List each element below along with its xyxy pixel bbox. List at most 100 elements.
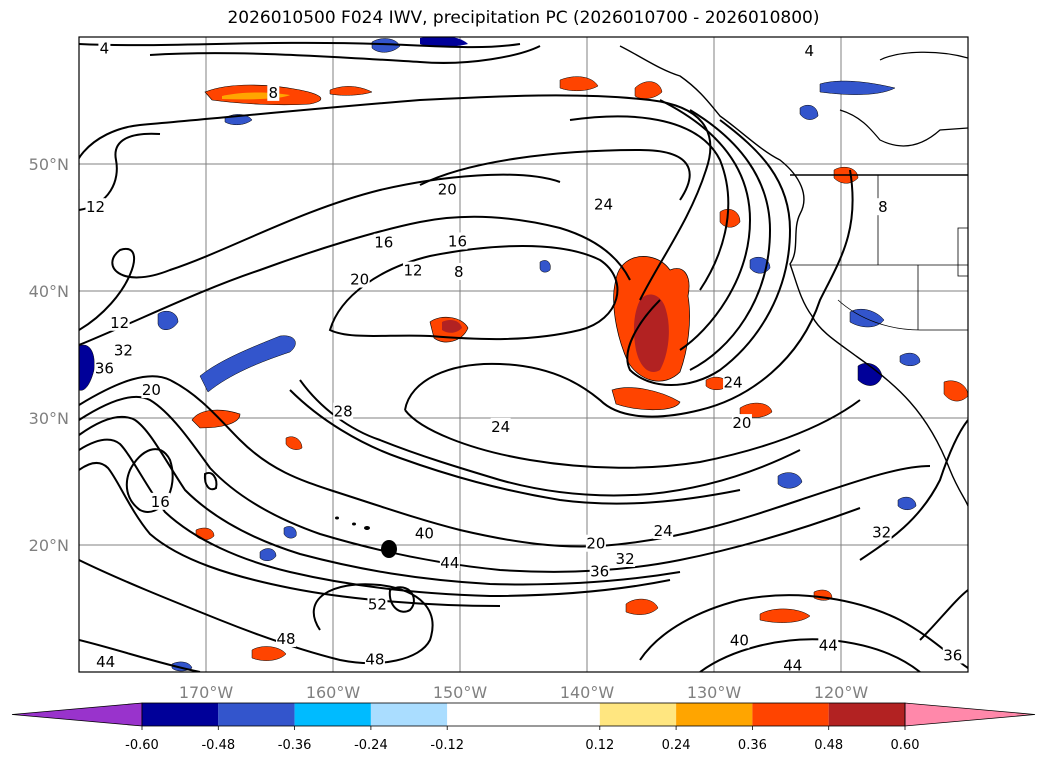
island — [352, 522, 356, 526]
iwv-contour — [328, 245, 619, 341]
contour-label-bg — [109, 313, 130, 331]
precip-patch — [899, 352, 921, 366]
colorbar-segment — [752, 703, 829, 726]
iwv-contour — [689, 109, 772, 371]
contour-label: 12 — [403, 262, 422, 280]
iwv-contour — [79, 375, 931, 548]
contour-label: 16 — [151, 493, 170, 511]
contour-label-bg — [871, 523, 892, 541]
precip-patch — [442, 320, 462, 333]
contour-label: 36 — [95, 359, 114, 377]
contour-label: 24 — [654, 522, 673, 540]
contour-label-bg — [414, 524, 435, 542]
contour-label-bg — [942, 646, 963, 664]
precip-patch — [611, 387, 681, 411]
contour-label-bg — [364, 650, 385, 668]
colorbar-tick-label: 0.60 — [891, 738, 920, 753]
contour-label: 16 — [374, 234, 393, 252]
contour-label: 20 — [438, 180, 457, 198]
precip-patch — [759, 608, 811, 623]
contour-label: 8 — [454, 263, 464, 281]
contour-label-bg — [333, 402, 354, 420]
precip-patch — [79, 344, 95, 391]
contour-label: 40 — [415, 525, 434, 543]
contour-label: 36 — [590, 563, 609, 581]
precip-patch — [251, 646, 287, 661]
contour-label: 12 — [86, 198, 105, 216]
contour-label: 48 — [276, 630, 295, 648]
precip-patch — [199, 335, 296, 393]
contour-label: 8 — [269, 84, 279, 102]
y-tick-label: 20°N — [29, 536, 69, 555]
iwv-contour — [79, 395, 861, 573]
iwv-contour — [639, 594, 968, 669]
contour-label-bg — [876, 198, 889, 216]
colorbar-tick-label: -0.12 — [430, 738, 464, 753]
island — [381, 540, 397, 558]
contour-label: 28 — [334, 403, 353, 421]
iwv-contour — [79, 215, 631, 346]
iwv-contour — [626, 119, 792, 386]
colorbar-segment — [142, 703, 219, 726]
iwv-contour — [569, 115, 730, 291]
contour-label: 12 — [110, 314, 129, 332]
contour-label-bg — [85, 198, 106, 216]
coastline — [837, 299, 968, 331]
contour-label: 4 — [100, 39, 110, 57]
precip-patch — [329, 86, 373, 96]
contour-label-bg — [95, 652, 116, 670]
contour-label-bg — [731, 414, 752, 432]
colorbar-segment — [218, 703, 295, 726]
iwv-contour — [419, 148, 691, 201]
colorbar-segment — [676, 703, 753, 726]
iwv-contour — [659, 99, 752, 351]
contour-label-bg — [585, 534, 606, 552]
contour-label-bg — [589, 562, 610, 580]
precip-patch — [539, 260, 551, 273]
iwv-contour — [149, 45, 541, 64]
contour-label-bg — [723, 373, 744, 391]
colorbar-segment — [447, 703, 600, 726]
iwv-contour — [203, 472, 218, 491]
contour-label: 20 — [350, 271, 369, 289]
precip-patch — [897, 496, 917, 510]
x-tick-label: 160°W — [306, 683, 361, 702]
contour-label: 8 — [878, 198, 888, 216]
precip-patch — [157, 311, 179, 330]
contour-label-bg — [437, 180, 458, 198]
precip-patches — [79, 37, 968, 672]
colorbar: -0.60 -0.48 -0.36 -0.24 -0.12 0.12 0.24 0.36 0.4… — [11, 702, 1036, 753]
colorbar-tick-label: 0.48 — [814, 738, 843, 753]
contour-label-bg — [349, 270, 370, 288]
coastline — [619, 45, 968, 507]
colorbar-extend-high — [904, 702, 1036, 727]
contour-label-bg — [593, 195, 614, 213]
coastline — [879, 51, 968, 61]
colorbar-frame — [141, 702, 906, 727]
contour-label-bg — [729, 631, 750, 649]
precip-patch — [191, 409, 241, 429]
contour-label: 32 — [616, 550, 635, 568]
contour-label: 48 — [365, 650, 384, 668]
iwv-contour — [79, 415, 681, 586]
contour-label-bg — [141, 381, 162, 399]
contour-label: 16 — [448, 232, 467, 250]
contour-label-bg — [653, 522, 674, 540]
precip-patch — [634, 81, 663, 99]
contour-label-bg — [373, 233, 394, 251]
iwv-contour — [299, 379, 801, 497]
precip-patch — [625, 598, 659, 615]
precip-patch — [283, 526, 297, 539]
contour-label-bg — [615, 549, 636, 567]
colorbar-segment — [599, 703, 677, 726]
contour-label: 24 — [491, 418, 510, 436]
iwv-contour — [919, 589, 968, 641]
map-background — [79, 37, 968, 672]
contour-label-bg — [113, 341, 134, 359]
hawaii — [335, 516, 397, 558]
contour-label: 32 — [872, 523, 891, 541]
precip-patch — [559, 76, 599, 91]
precip-patch — [777, 472, 803, 489]
contour-label-bg — [267, 83, 280, 101]
